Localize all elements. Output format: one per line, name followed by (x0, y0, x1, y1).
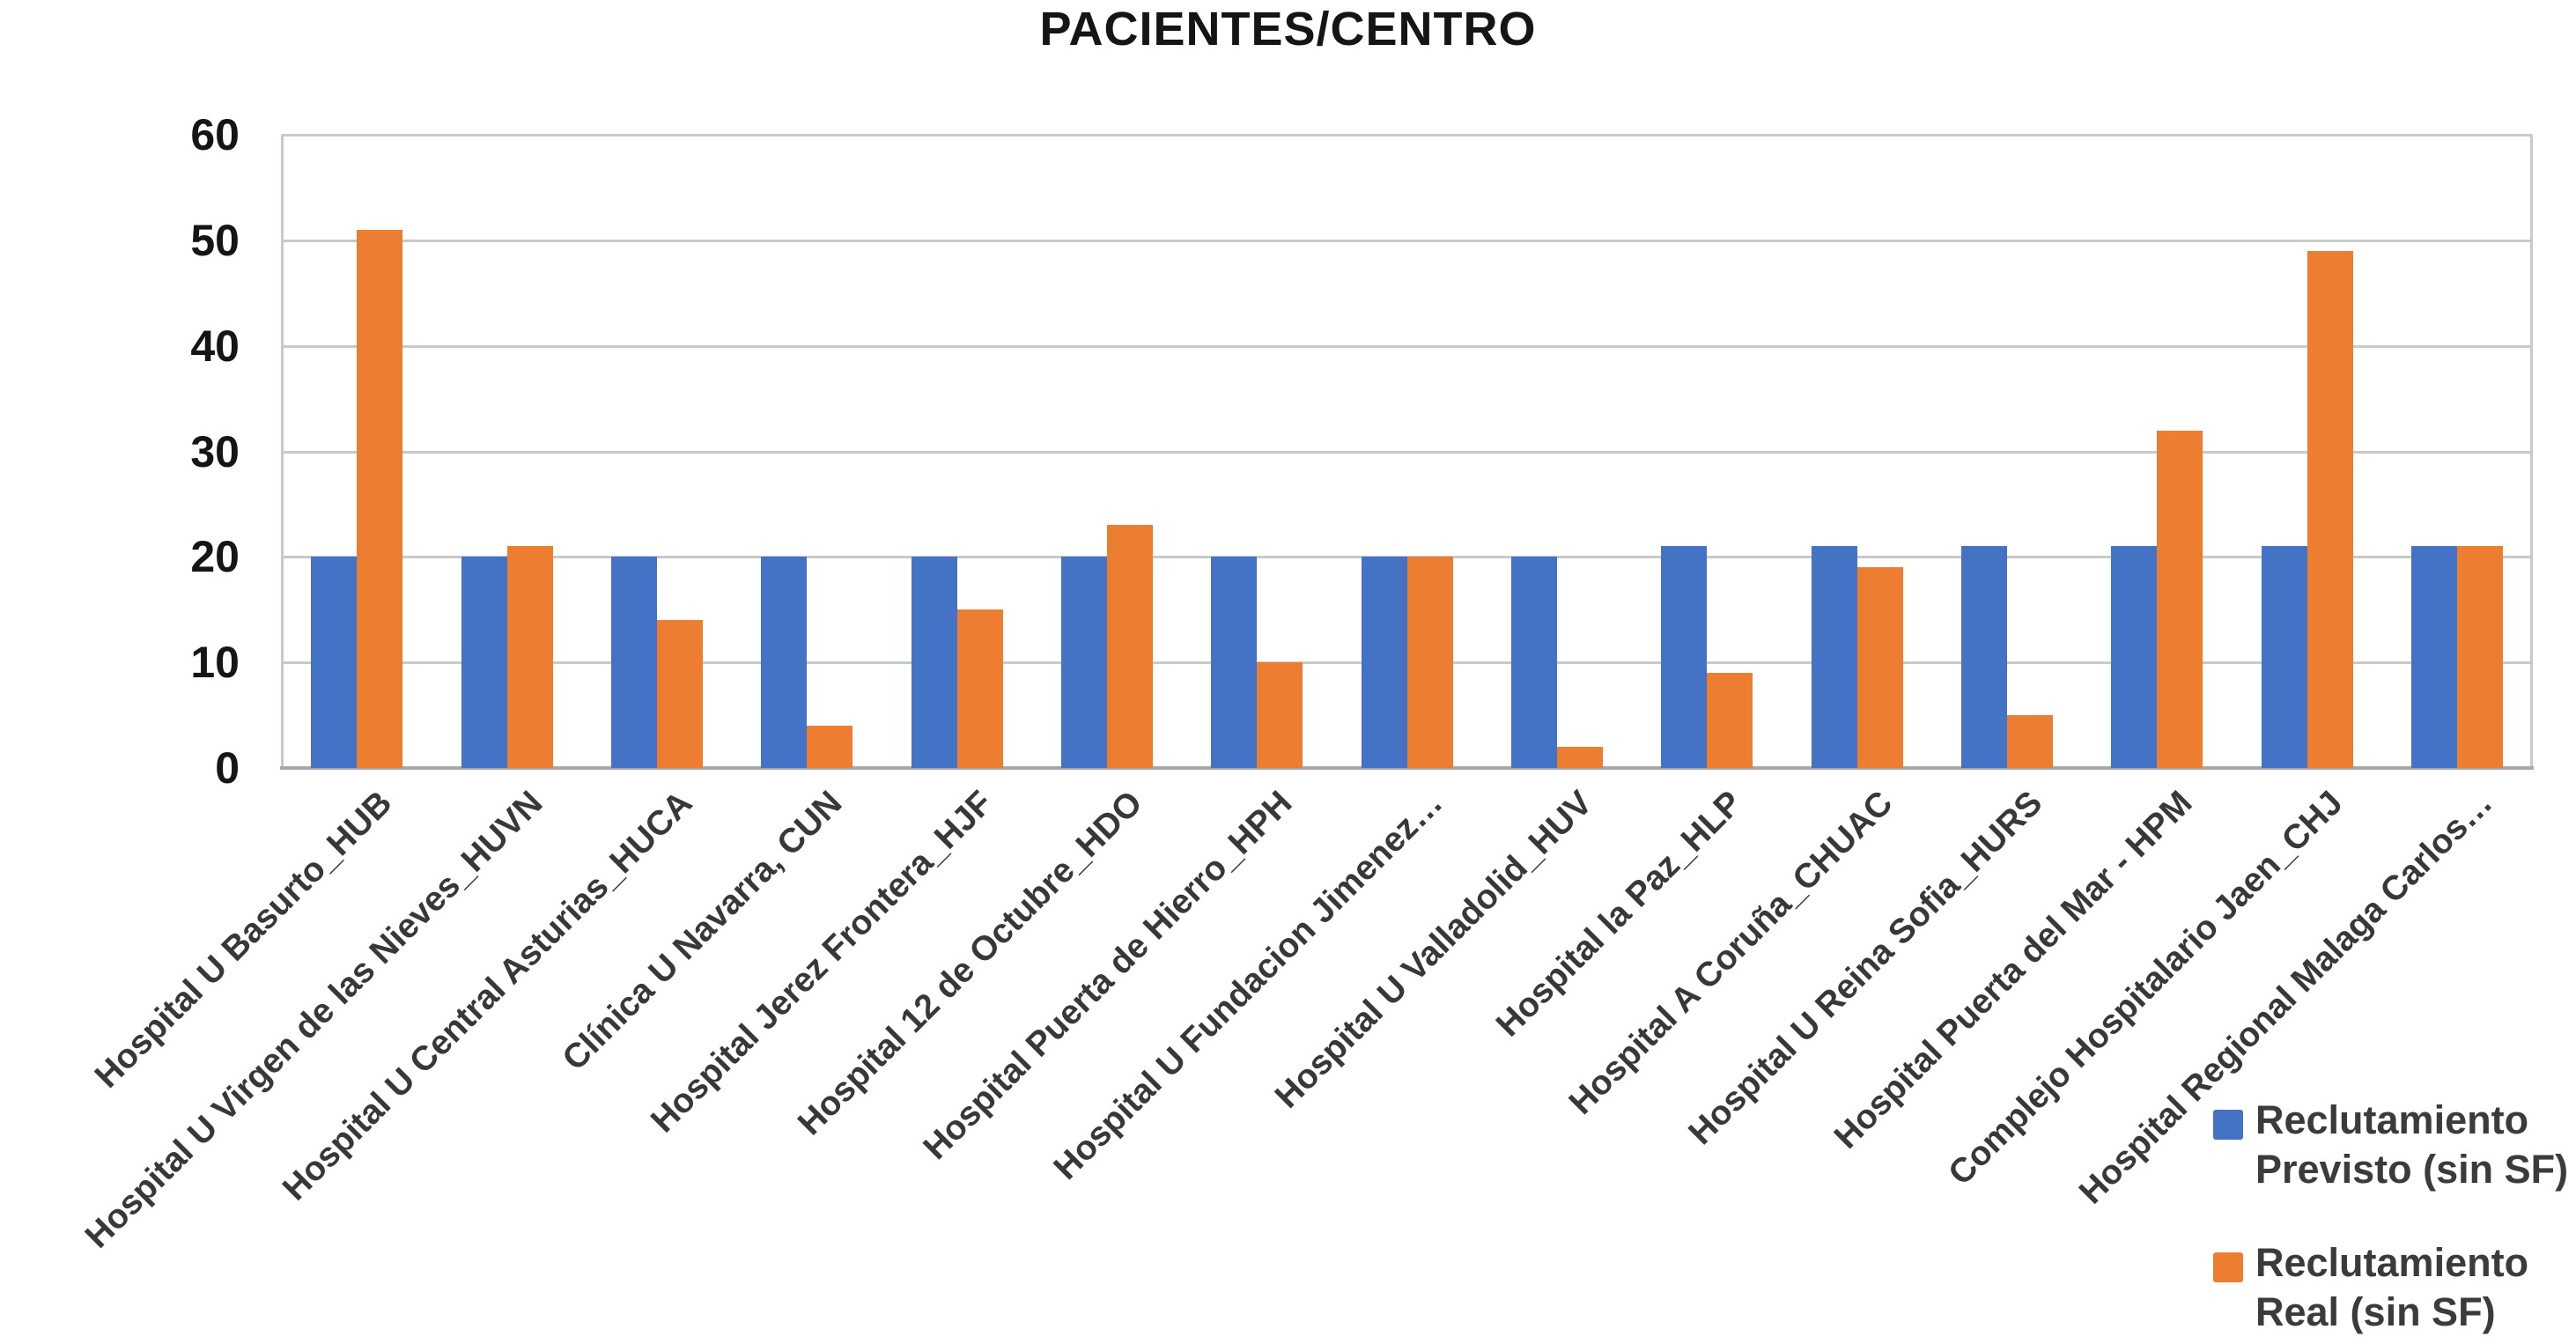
bar-previsto-0 (311, 557, 358, 768)
bar-real-2 (656, 620, 703, 768)
bar-previsto-5 (1060, 557, 1107, 768)
y-tick-label-10: 10 (190, 638, 240, 688)
bar-real-1 (506, 546, 553, 768)
bar-real-5 (1106, 525, 1153, 768)
category-label-1: Hospital U Virgen de las Nieves_HUVN (78, 784, 550, 1256)
legend-label: Reclutamiento Real (sin SF) (2255, 1240, 2529, 1334)
bar-real-0 (357, 229, 403, 768)
bar-previsto-4 (911, 557, 957, 768)
bar-previsto-3 (761, 557, 808, 768)
bar-previsto-7 (1361, 557, 1407, 768)
y-tick-label-50: 50 (190, 215, 240, 265)
bar-previsto-14 (2410, 546, 2457, 768)
bar-previsto-13 (2261, 546, 2307, 768)
plot-border-left (281, 135, 284, 768)
bar-previsto-6 (1211, 557, 1258, 768)
bar-real-13 (2307, 250, 2353, 768)
bar-previsto-9 (1661, 546, 1708, 768)
category-label-11: Hospital U Reina Sofia_HURS (1681, 784, 2050, 1153)
legend-swatch-real (2213, 1252, 2243, 1282)
bar-previsto-10 (1811, 546, 1857, 768)
bar-real-6 (1257, 662, 1303, 768)
y-tick-label-0: 0 (215, 743, 240, 793)
legend-swatch-previsto (2213, 1110, 2243, 1140)
category-label-10: Hospital A Coruña_CHUAC (1561, 784, 1900, 1122)
bar-real-4 (956, 609, 1003, 768)
y-tick-label-40: 40 (190, 321, 240, 371)
category-label-2: Hospital U Central Asturias_HUCA (275, 784, 700, 1208)
bar-real-3 (807, 726, 853, 768)
bar-real-8 (1556, 747, 1603, 768)
bar-previsto-1 (461, 557, 507, 768)
bar-real-7 (1406, 557, 1453, 768)
bar-real-10 (1856, 567, 1903, 768)
category-label-0: Hospital U Basurto_HUB (87, 784, 400, 1096)
category-label-4: Hospital Jerez Frontera_HJF (643, 784, 1000, 1141)
category-label-9: Hospital la Paz_HLP (1489, 784, 1750, 1045)
y-tick-label-30: 30 (190, 426, 240, 476)
bar-real-9 (1707, 673, 1753, 768)
category-label-6: Hospital Puerta de Hierro_HPH (916, 784, 1300, 1167)
gridline-y-60 (282, 134, 2532, 137)
gridline-y-40 (282, 344, 2532, 348)
bar-previsto-11 (1960, 546, 2007, 768)
y-tick-label-60: 60 (190, 110, 240, 159)
gridline-y-30 (282, 450, 2532, 454)
x-axis-line (280, 766, 2534, 770)
plot-border-right (2530, 135, 2533, 768)
bar-real-12 (2157, 430, 2203, 768)
bar-previsto-2 (610, 557, 657, 768)
bar-real-11 (2006, 715, 2053, 768)
category-label-8: Hospital U Valladolid_HUV (1267, 784, 1600, 1116)
bar-real-14 (2456, 546, 2503, 768)
gridline-y-50 (282, 239, 2532, 242)
plot-area (280, 134, 2534, 770)
bar-previsto-12 (2111, 546, 2158, 768)
category-label-7: Hospital U Fundacion Jimenez… (1045, 784, 1450, 1187)
legend-label: Reclutamiento Previsto (sin SF) (2255, 1097, 2569, 1192)
category-label-12: Hospital Puerta del Mar - HPM (1827, 784, 2200, 1156)
y-tick-label-20: 20 (190, 532, 240, 582)
category-label-3: Clínica U Navarra, CUN (555, 784, 850, 1078)
chart-title: PACIENTES/CENTRO (1039, 3, 1537, 55)
bar-previsto-8 (1510, 557, 1557, 768)
category-label-5: Hospital 12 de Octubre_HDO (790, 784, 1150, 1143)
